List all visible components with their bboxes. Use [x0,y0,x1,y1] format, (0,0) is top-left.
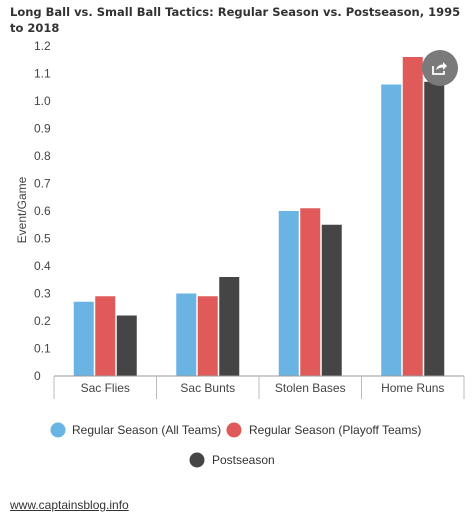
y-tick-label: 0.5 [34,232,51,246]
y-tick-label: 0.3 [34,287,51,301]
y-tick-label: 0.1 [34,342,51,356]
y-tick-label: 0 [34,369,41,383]
legend-item[interactable]: Postseason [189,452,275,468]
bar[interactable] [116,315,137,377]
legend-item[interactable]: Regular Season (All Teams) [50,422,222,438]
source-link[interactable]: www.captainsblog.info [10,498,129,512]
bar[interactable] [176,293,197,377]
legend-marker [50,422,66,438]
legend-item[interactable]: Regular Season (Playoff Teams) [226,422,422,438]
legend-label: Regular Season (Playoff Teams) [249,423,421,437]
y-tick-label: 1.1 [34,67,51,81]
bar[interactable] [73,301,94,376]
y-tick-label: 0.8 [34,149,51,163]
y-tick-label: 1.0 [34,94,51,108]
bar[interactable] [381,84,402,377]
x-tick-label: Sac Flies [81,381,130,395]
bar[interactable] [424,81,445,376]
y-axis-ticks: 0 0.1 0.2 0.3 0.4 0.5 0.6 0.7 0.8 0.9 1.0 1.1 1.2 [34,39,51,383]
legend-marker [226,422,242,438]
share-icon [432,62,447,75]
chart-title: Long Ball vs. Small Ball Tactics: Regula… [10,5,461,35]
share-button[interactable] [422,50,458,86]
legend: Regular Season (All Teams) Regular Season… [50,422,422,468]
bars [73,57,445,377]
x-tick-label: Home Runs [381,381,444,395]
y-axis-label: Event/Game [15,176,29,243]
y-tick-label: 0.4 [34,259,51,273]
y-tick-label: 0.2 [34,314,51,328]
legend-marker [189,452,205,468]
bar[interactable] [321,224,342,376]
y-tick-label: 0.6 [34,204,51,218]
bar[interactable] [300,208,321,376]
y-tick-label: 0.7 [34,177,51,191]
bar[interactable] [278,211,299,376]
x-tick-label: Stolen Bases [275,381,346,395]
legend-label: Regular Season (All Teams) [72,423,221,437]
x-axis: Sac Flies Sac Bunts Stolen Bases Home Runs [53,375,465,399]
y-tick-label: 1.2 [34,39,51,53]
bar[interactable] [197,296,218,376]
bar[interactable] [402,57,423,376]
y-tick-label: 0.9 [34,122,51,136]
legend-label: Postseason [212,453,275,467]
bar[interactable] [219,277,240,376]
bar[interactable] [95,296,116,376]
x-tick-label: Sac Bunts [180,381,235,395]
